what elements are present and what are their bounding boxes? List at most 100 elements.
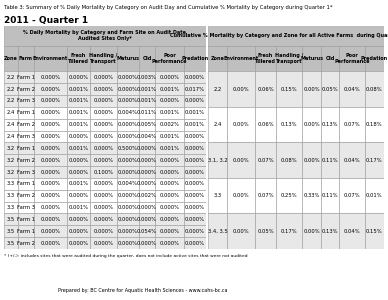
Text: 0.000%: 0.000% (185, 146, 205, 151)
Text: 0.000%: 0.000% (185, 158, 205, 163)
Bar (117, 202, 139, 214)
Bar (155, 130, 184, 142)
Bar (117, 71, 139, 83)
Text: * (+/-): includes sites that were audited during the quarter, does not include a: * (+/-): includes sites that were audite… (4, 254, 248, 257)
Bar (90, 83, 117, 95)
Text: 0.001%: 0.001% (137, 87, 157, 92)
Text: 0.000%: 0.000% (160, 158, 180, 163)
Text: 0.500%: 0.500% (118, 146, 138, 151)
Bar (339, 107, 364, 142)
Bar (117, 119, 139, 130)
Bar (117, 130, 139, 142)
Text: 0.000%: 0.000% (160, 241, 180, 246)
Text: 0.00%: 0.00% (303, 229, 320, 234)
Bar (90, 166, 117, 178)
Text: Zone: Zone (210, 56, 224, 61)
Bar (117, 107, 139, 119)
Bar (34, 83, 67, 95)
Text: 0.000%: 0.000% (118, 134, 138, 139)
Bar (139, 83, 155, 95)
Bar (184, 225, 206, 237)
Text: 0.001%: 0.001% (68, 87, 88, 92)
Text: 0.000%: 0.000% (94, 98, 114, 104)
Text: 0.000%: 0.000% (40, 205, 61, 210)
Bar (255, 107, 276, 142)
Text: 0.000%: 0.000% (160, 193, 180, 198)
Text: 0.05%: 0.05% (322, 87, 338, 92)
Bar (34, 107, 67, 119)
Text: Farm 1: Farm 1 (17, 181, 35, 186)
Text: 0.000%: 0.000% (68, 134, 88, 139)
Bar (208, 214, 227, 249)
Text: 2.4: 2.4 (213, 122, 222, 127)
Text: 0.000%: 0.000% (137, 169, 157, 175)
Bar (302, 214, 321, 249)
Bar (208, 107, 227, 142)
Bar (4, 190, 18, 202)
Bar (364, 142, 384, 178)
Text: 0.002%: 0.002% (160, 122, 180, 127)
Text: Predation: Predation (181, 56, 208, 61)
Bar (155, 119, 184, 130)
Bar (184, 46, 206, 71)
Bar (18, 190, 34, 202)
Text: 0.000%: 0.000% (137, 241, 157, 246)
Text: Maturus: Maturus (300, 56, 323, 61)
Text: 0.00%: 0.00% (303, 87, 320, 92)
Text: 0.18%: 0.18% (366, 122, 383, 127)
Text: 0.13%: 0.13% (322, 122, 338, 127)
Bar (18, 237, 34, 249)
Text: Prepared by: BC Centre for Aquatic Health Sciences - www.cahs-bc.ca: Prepared by: BC Centre for Aquatic Healt… (58, 288, 228, 293)
Bar (18, 107, 34, 119)
Bar (4, 26, 206, 46)
Text: 0.002%: 0.002% (137, 193, 157, 198)
Bar (117, 142, 139, 154)
Bar (364, 46, 384, 71)
Bar (302, 71, 321, 107)
Text: 0.000%: 0.000% (94, 134, 114, 139)
Bar (34, 202, 67, 214)
Bar (139, 71, 155, 83)
Text: 0.07%: 0.07% (257, 193, 274, 198)
Text: 0.07%: 0.07% (343, 122, 360, 127)
Text: 0.000%: 0.000% (40, 229, 61, 234)
Bar (155, 225, 184, 237)
Bar (155, 107, 184, 119)
Bar (34, 190, 67, 202)
Text: Poor
Performance: Poor Performance (334, 53, 369, 64)
Bar (364, 71, 384, 107)
Bar (67, 154, 90, 166)
Text: % Daily Mortality by Category and Farm Site on Audit Date
Audited Sites Only*: % Daily Mortality by Category and Farm S… (23, 30, 186, 41)
Bar (139, 237, 155, 249)
Text: 0.001%: 0.001% (68, 98, 88, 104)
Text: 0.000%: 0.000% (40, 122, 61, 127)
Text: 0.33%: 0.33% (303, 193, 320, 198)
Text: 0.00%: 0.00% (303, 158, 320, 163)
Bar (90, 119, 117, 130)
Text: 0.17%: 0.17% (281, 229, 297, 234)
Text: 0.000%: 0.000% (94, 181, 114, 186)
Bar (339, 71, 364, 107)
Text: 0.000%: 0.000% (40, 217, 61, 222)
Text: 0.054%: 0.054% (137, 229, 157, 234)
Text: 0.004%: 0.004% (118, 110, 138, 115)
Bar (255, 178, 276, 214)
Bar (302, 107, 321, 142)
Text: Farm: Farm (19, 56, 33, 61)
Text: 3.3: 3.3 (213, 193, 222, 198)
Text: 0.000%: 0.000% (40, 87, 61, 92)
Bar (4, 119, 18, 130)
Bar (4, 166, 18, 178)
Text: Farm 2: Farm 2 (17, 241, 35, 246)
Bar (90, 107, 117, 119)
Text: Farm 1: Farm 1 (17, 217, 35, 222)
Text: 0.06%: 0.06% (257, 87, 274, 92)
Text: 3.3: 3.3 (7, 181, 15, 186)
Text: 0.000%: 0.000% (118, 193, 138, 198)
Text: 0.000%: 0.000% (137, 146, 157, 151)
Text: 0.000%: 0.000% (94, 158, 114, 163)
Text: 0.00%: 0.00% (233, 193, 249, 198)
Text: 0.00%: 0.00% (233, 229, 249, 234)
Bar (208, 26, 384, 46)
Text: 0.06%: 0.06% (257, 122, 274, 127)
